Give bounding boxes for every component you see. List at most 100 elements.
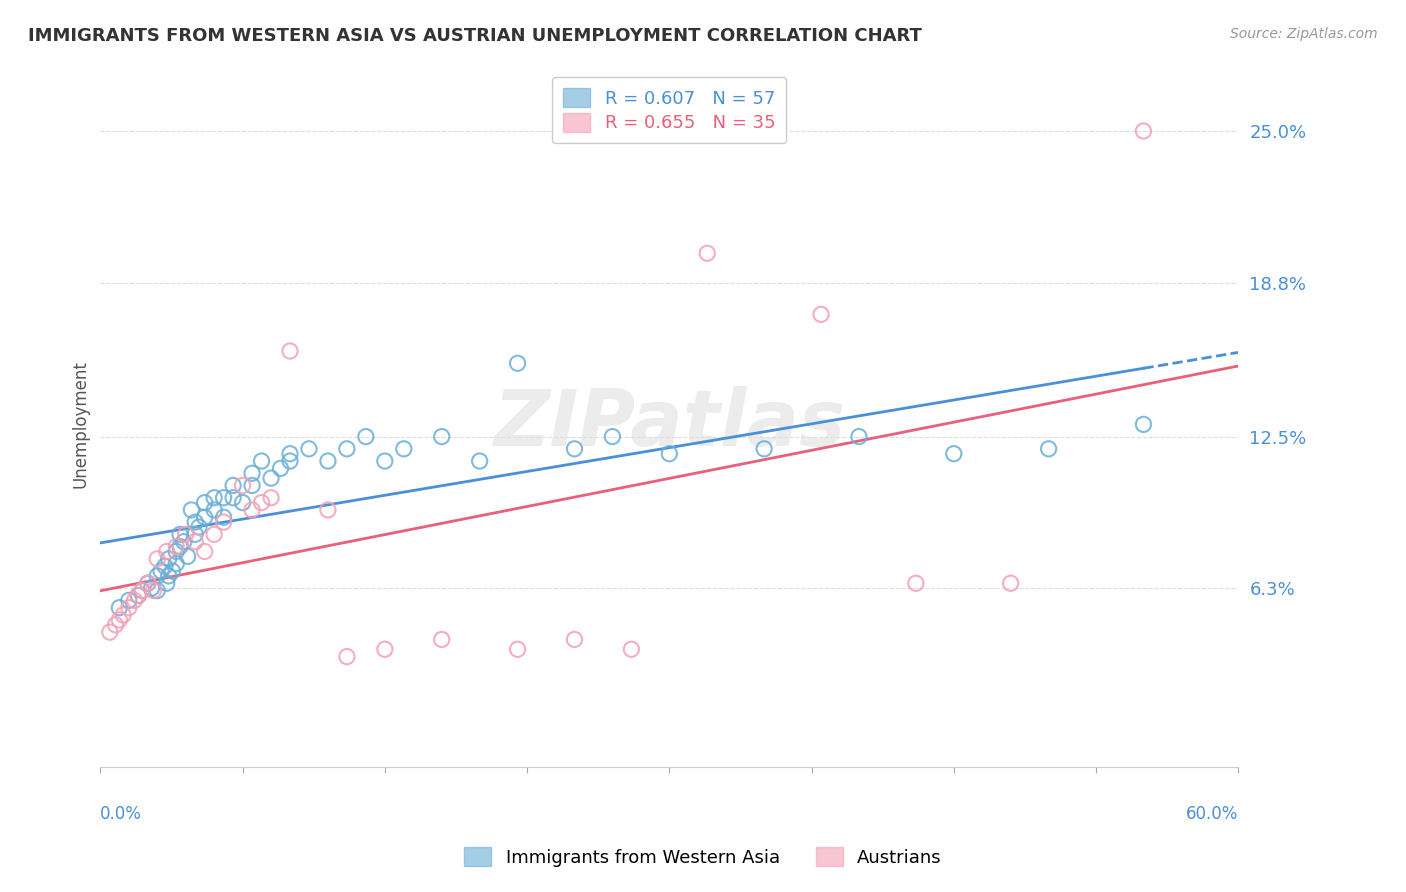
Point [1038, 442, 1060, 456]
Point [112, 608, 135, 623]
Point [153, 559, 176, 574]
Point [127, 589, 149, 603]
Point [124, 593, 146, 607]
Point [146, 583, 169, 598]
Point [270, 461, 292, 475]
Point [169, 540, 191, 554]
Point [336, 649, 359, 664]
Point [374, 454, 396, 468]
Point [316, 454, 339, 468]
Point [506, 642, 529, 657]
Point [157, 569, 180, 583]
Text: 0.0%: 0.0% [100, 805, 142, 823]
Legend: Immigrants from Western Asia, Austrians: Immigrants from Western Asia, Austrians [457, 840, 949, 874]
Point [232, 478, 254, 492]
Point [141, 581, 163, 595]
Point [316, 503, 339, 517]
Point [222, 478, 245, 492]
Text: 60.0%: 60.0% [1185, 805, 1239, 823]
Point [174, 527, 197, 541]
Point [430, 429, 453, 443]
Point [146, 569, 169, 583]
Point [904, 576, 927, 591]
Point [374, 642, 396, 657]
Point [278, 344, 301, 359]
Point [848, 429, 870, 443]
Text: IMMIGRANTS FROM WESTERN ASIA VS AUSTRIAN UNEMPLOYMENT CORRELATION CHART: IMMIGRANTS FROM WESTERN ASIA VS AUSTRIAN… [28, 27, 922, 45]
Point [942, 447, 965, 461]
Point [157, 551, 180, 566]
Point [173, 534, 195, 549]
Point [142, 583, 165, 598]
Point [260, 491, 283, 505]
Text: ZIPatlas: ZIPatlas [494, 386, 845, 462]
Point [278, 447, 301, 461]
Point [156, 576, 179, 591]
Text: Source: ZipAtlas.com: Source: ZipAtlas.com [1230, 27, 1378, 41]
Point [278, 454, 301, 468]
Point [506, 356, 529, 370]
Point [354, 429, 377, 443]
Point [564, 442, 586, 456]
Point [240, 467, 263, 481]
Y-axis label: Unemployment: Unemployment [72, 360, 89, 488]
Point [430, 632, 453, 647]
Point [602, 429, 624, 443]
Point [98, 625, 121, 640]
Point [127, 589, 149, 603]
Point [188, 520, 211, 534]
Point [131, 583, 153, 598]
Point [131, 583, 153, 598]
Point [240, 503, 263, 517]
Point [104, 617, 127, 632]
Point [136, 576, 159, 591]
Point [1000, 576, 1022, 591]
Point [202, 491, 225, 505]
Point [212, 510, 235, 524]
Point [108, 600, 131, 615]
Point [696, 246, 718, 260]
Point [1132, 417, 1154, 432]
Point [108, 613, 131, 627]
Point [194, 495, 217, 509]
Point [169, 527, 191, 541]
Point [136, 576, 159, 591]
Point [118, 593, 141, 607]
Point [194, 510, 217, 524]
Point [184, 534, 207, 549]
Point [212, 515, 235, 529]
Point [150, 564, 173, 578]
Point [810, 307, 832, 321]
Point [118, 600, 141, 615]
Point [176, 549, 198, 564]
Point [202, 503, 225, 517]
Point [156, 544, 179, 558]
Point [240, 478, 263, 492]
Point [620, 642, 643, 657]
Point [180, 503, 202, 517]
Point [250, 454, 273, 468]
Point [752, 442, 775, 456]
Point [202, 527, 225, 541]
Point [658, 447, 681, 461]
Point [468, 454, 491, 468]
Point [1132, 124, 1154, 138]
Point [194, 544, 217, 558]
Point [260, 471, 283, 485]
Point [146, 551, 169, 566]
Point [184, 527, 207, 541]
Point [298, 442, 321, 456]
Point [162, 564, 184, 578]
Point [165, 544, 187, 558]
Point [250, 495, 273, 509]
Legend: R = 0.607   N = 57, R = 0.655   N = 35: R = 0.607 N = 57, R = 0.655 N = 35 [553, 78, 786, 144]
Point [212, 491, 235, 505]
Point [165, 540, 187, 554]
Point [165, 557, 187, 571]
Point [222, 491, 245, 505]
Point [336, 442, 359, 456]
Point [184, 515, 207, 529]
Point [564, 632, 586, 647]
Point [392, 442, 415, 456]
Point [232, 495, 254, 509]
